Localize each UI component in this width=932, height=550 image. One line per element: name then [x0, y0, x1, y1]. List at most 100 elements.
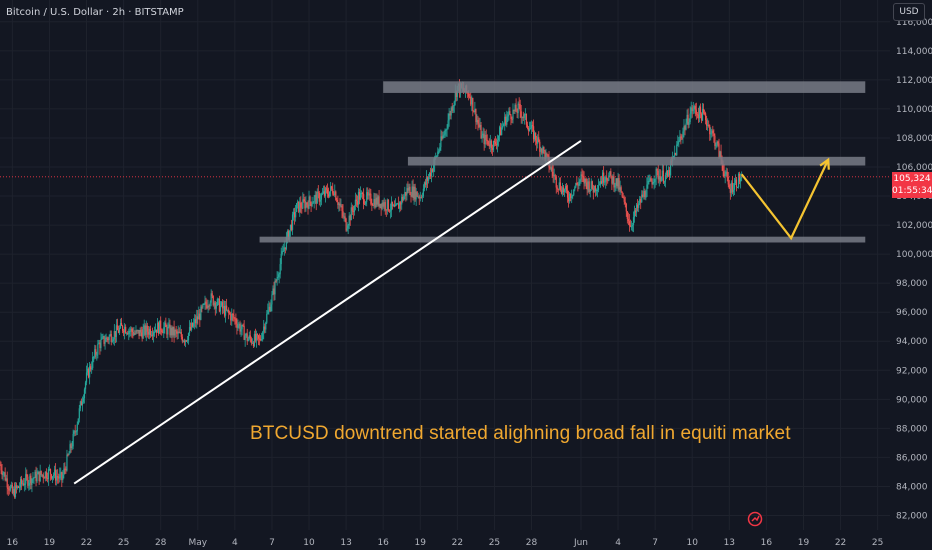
candle-body — [605, 177, 607, 182]
y-tick-label: 116,000 — [896, 18, 932, 28]
candle-body — [408, 186, 410, 191]
candle-body — [569, 193, 571, 202]
candle-body — [298, 201, 300, 212]
candle-body — [478, 123, 480, 127]
y-tick-label: 86,000 — [896, 453, 928, 463]
candle-body — [121, 325, 124, 331]
candle-body — [357, 192, 360, 205]
candle-body — [449, 113, 451, 116]
candle-body — [341, 205, 343, 212]
candle-body — [345, 218, 347, 231]
candle-body — [243, 325, 245, 340]
candle-body — [68, 453, 70, 456]
candle-body — [400, 202, 402, 205]
candle-body — [250, 338, 252, 343]
candle-body — [324, 188, 327, 196]
candle-body — [106, 337, 108, 339]
candle-body — [64, 468, 66, 470]
candle-body — [41, 474, 43, 476]
candle-body — [712, 130, 714, 134]
candle-body — [707, 124, 709, 126]
candle-body — [570, 193, 572, 198]
candle-body — [425, 177, 428, 185]
candle-body — [329, 191, 331, 197]
candle-body — [528, 128, 531, 131]
candle-body — [626, 211, 628, 219]
candle-body — [495, 144, 498, 146]
candle-body — [276, 277, 278, 282]
candle-body — [580, 174, 582, 180]
candle-body — [89, 366, 91, 378]
candle-body — [246, 333, 248, 342]
candle-body — [624, 201, 626, 204]
candle-body — [258, 338, 261, 340]
candle-body — [607, 179, 609, 181]
candle-body — [526, 124, 529, 128]
candle-body — [251, 342, 253, 344]
candle-body — [658, 176, 660, 180]
candle-body — [27, 476, 29, 486]
candle-body — [167, 326, 169, 335]
candle-body — [71, 446, 73, 448]
candle-body — [639, 199, 641, 204]
candle-body — [7, 487, 9, 489]
candle-body — [412, 186, 414, 199]
candle-body — [51, 476, 54, 479]
candle-body — [314, 194, 316, 198]
candle-body — [649, 178, 651, 181]
candle-body — [136, 330, 138, 332]
candle-body — [653, 182, 655, 184]
y-tick-label: 106,000 — [896, 163, 932, 173]
candle-body — [723, 171, 725, 177]
candle-body — [330, 186, 332, 192]
candle-body — [309, 196, 311, 202]
candle-body — [344, 216, 346, 219]
candle-body — [112, 339, 114, 342]
candle-body — [85, 372, 88, 383]
candle-body — [424, 182, 427, 185]
candle-body — [659, 176, 661, 182]
x-tick-label: 10 — [303, 538, 315, 548]
candle-body — [169, 324, 171, 336]
candle-body — [450, 107, 452, 116]
candle-body — [348, 215, 350, 226]
candle-body — [211, 293, 213, 297]
candle-body — [409, 186, 411, 196]
candle-body — [524, 114, 526, 116]
candle-body — [735, 179, 738, 188]
candle-body — [643, 191, 645, 197]
candle-body — [481, 135, 483, 139]
candle-body — [720, 151, 722, 160]
candle-body — [311, 203, 313, 207]
candle-body — [366, 192, 368, 202]
candle-body — [289, 224, 292, 231]
candle-body — [538, 137, 540, 142]
x-tick-label: 16 — [7, 538, 19, 548]
candle-body — [587, 181, 589, 190]
candle-body — [468, 93, 470, 97]
candle-body — [693, 106, 695, 110]
candle-body — [603, 172, 605, 183]
candle-body — [280, 253, 282, 265]
candle-body — [183, 340, 185, 343]
candle-body — [642, 194, 644, 197]
tradingview-logo-icon[interactable] — [746, 510, 764, 528]
currency-button[interactable]: USD — [893, 3, 925, 21]
candle-body — [494, 141, 497, 145]
candle-body — [654, 178, 656, 183]
candle-body — [611, 175, 613, 184]
candle-body — [336, 199, 338, 202]
candle-body — [350, 207, 352, 221]
candle-body — [513, 109, 515, 112]
candle-body — [622, 196, 624, 198]
candle-body — [143, 325, 145, 330]
candle-body — [144, 325, 146, 335]
horizontal-zone — [259, 236, 866, 243]
candle-body — [229, 312, 231, 315]
candle-body — [604, 181, 606, 183]
candle-body — [2, 473, 4, 476]
x-tick-label: 25 — [872, 538, 883, 548]
candle-body — [234, 318, 236, 320]
chart-annotation: BTCUSD downtrend started alighning broad… — [250, 423, 791, 444]
